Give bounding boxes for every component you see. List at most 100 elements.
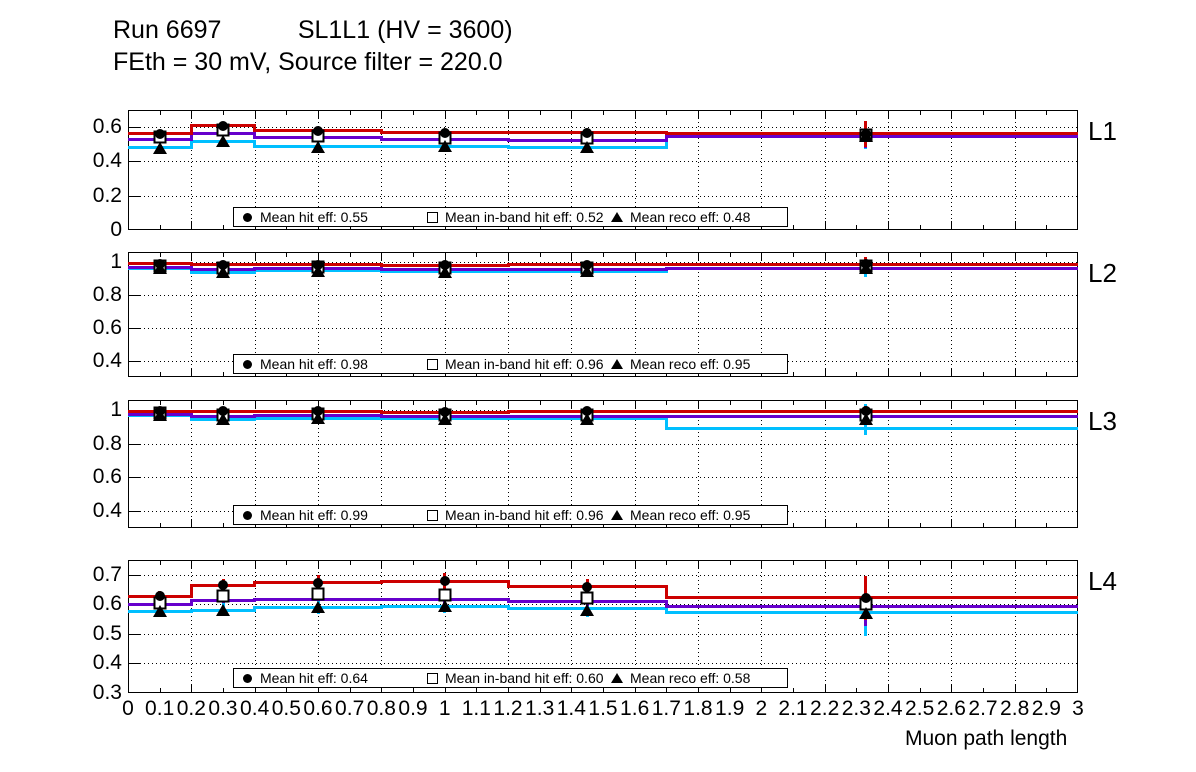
x-tick-top	[286, 560, 287, 565]
x-tick-top	[286, 252, 287, 257]
x-tick-top	[761, 400, 762, 409]
y-tick	[128, 634, 140, 635]
gridline-vertical	[1015, 110, 1016, 230]
y-tick-label: 0	[110, 218, 122, 241]
x-tick-top	[540, 400, 541, 405]
x-tick	[476, 372, 477, 377]
x-tick-top	[413, 252, 414, 257]
legend-marker-shape	[611, 510, 623, 520]
legend-glyph	[234, 359, 260, 369]
x-tick-label: 1.7	[651, 697, 681, 720]
marker-hit-eff	[218, 259, 228, 270]
y-tick-label: 0.6	[92, 465, 122, 488]
x-tick-top	[540, 110, 541, 115]
gridline-horizontal	[128, 634, 1078, 635]
x-tick	[286, 688, 287, 693]
step-join-hit	[189, 124, 193, 136]
x-tick	[1015, 519, 1016, 528]
title-line-1: Run 6697 SL1L1 (HV = 3600)	[113, 16, 513, 44]
x-tick	[983, 688, 984, 693]
x-tick-label: 2.2	[810, 697, 840, 720]
x-tick	[1046, 523, 1047, 528]
x-tick-top	[825, 400, 826, 409]
marker-reco-eff	[858, 606, 873, 619]
legend-l4: Mean hit eff: 0.64 Mean in-band hit eff: …	[233, 668, 788, 688]
x-tick-top	[793, 110, 794, 115]
x-tick-top	[761, 252, 762, 261]
x-tick-label: 0.8	[366, 697, 396, 720]
legend-item-hit-eff: Mean hit eff: 0.98	[234, 356, 419, 372]
x-tick-top	[603, 110, 604, 115]
gridline-vertical	[951, 252, 952, 377]
step-join-hit	[253, 581, 257, 587]
step-join-hit	[189, 409, 193, 413]
step-join-inband	[506, 137, 510, 143]
x-tick	[856, 523, 857, 528]
x-tick-top	[128, 252, 129, 261]
gridline-horizontal	[128, 477, 1078, 478]
x-tick-top	[1015, 252, 1016, 261]
x-tick	[445, 684, 446, 693]
gridline-vertical	[635, 252, 636, 377]
x-tick-top	[698, 400, 699, 409]
x-tick-top	[730, 560, 731, 565]
legend-marker-shape	[426, 672, 438, 684]
step-join-reco	[189, 139, 193, 149]
gridline-vertical	[571, 560, 572, 693]
legend-glyph	[419, 509, 445, 521]
x-tick	[1015, 221, 1016, 230]
marker-reco-eff	[216, 412, 230, 425]
x-tick	[983, 225, 984, 230]
x-tick	[571, 684, 572, 693]
title-line-2: FEth = 30 mV, Source filter = 220.0	[113, 48, 503, 76]
x-tick-top	[1015, 400, 1016, 409]
x-tick-top	[128, 110, 129, 119]
gridline-vertical	[318, 252, 319, 377]
x-tick	[223, 523, 224, 528]
x-tick-top	[1046, 400, 1047, 405]
x-tick	[540, 688, 541, 693]
step-join-hit	[506, 409, 510, 414]
x-tick-top	[856, 400, 857, 405]
x-tick	[413, 372, 414, 377]
x-tick-label: 1.6	[620, 697, 650, 720]
marker-hit-eff	[313, 577, 323, 588]
x-tick	[951, 684, 952, 693]
legend-item-inband-hit-eff: Mean in-band hit eff: 0.52	[419, 209, 604, 225]
step-join-hit	[664, 585, 668, 600]
x-tick	[983, 523, 984, 528]
step-join-hit	[253, 124, 257, 133]
gridline-vertical	[825, 252, 826, 377]
x-tick-top	[191, 560, 192, 569]
legend-item-inband-hit-eff: Mean in-band hit eff: 0.96	[419, 507, 604, 523]
legend-glyph	[419, 672, 445, 684]
gridline-vertical	[761, 560, 762, 693]
x-tick	[381, 684, 382, 693]
panel-plot-area	[128, 110, 1078, 230]
x-tick-label: 1.9	[715, 697, 745, 720]
legend-marker-shape	[611, 212, 623, 222]
panel-label-l4: L4	[1088, 566, 1117, 596]
x-tick-top	[825, 110, 826, 119]
x-tick-label: 2.8	[1000, 697, 1030, 720]
x-tick-top	[698, 252, 699, 261]
x-tick-top	[888, 560, 889, 569]
x-tick	[635, 684, 636, 693]
marker-hit-eff	[582, 406, 593, 417]
y-tick-label: 0.7	[92, 563, 122, 586]
x-tick-top	[318, 560, 319, 569]
x-tick	[856, 688, 857, 693]
step-join-hit	[253, 263, 257, 267]
gridline-horizontal	[128, 196, 1078, 197]
x-tick-top	[413, 110, 414, 115]
legend-label: Mean in-band hit eff: 0.96	[445, 507, 604, 523]
y-tick-label: 0.2	[92, 184, 122, 207]
gridline-vertical	[888, 400, 889, 528]
gridline-vertical	[191, 560, 192, 693]
x-tick-label: 1.1	[461, 697, 491, 720]
x-tick-top	[951, 110, 952, 119]
legend-glyph	[234, 673, 260, 683]
x-tick-top	[160, 560, 161, 565]
y-tick-label: 1	[110, 250, 122, 273]
